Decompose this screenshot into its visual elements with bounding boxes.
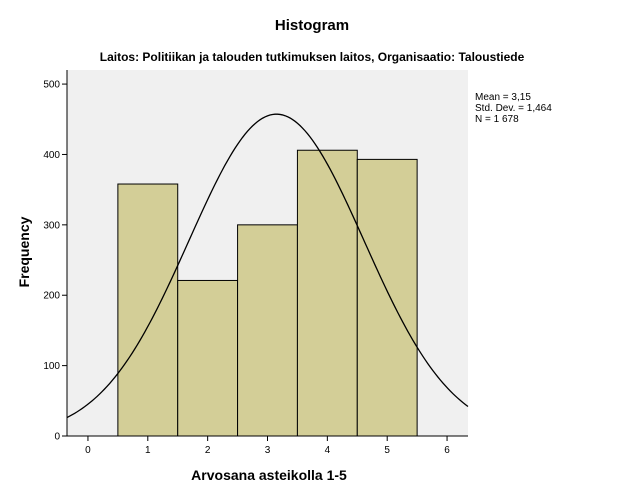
stats-line-1: Mean = 3,15 bbox=[475, 92, 531, 103]
y-axis-label: Frequency bbox=[16, 216, 32, 287]
normal-curve bbox=[66, 113, 469, 419]
chart-subtitle: Laitos: Politiikan ja talouden tutkimuks… bbox=[100, 50, 525, 64]
y-tick-label-500: 500 bbox=[43, 80, 60, 91]
x-tick-label-3: 3 bbox=[265, 445, 271, 456]
stats-line-3: N = 1 678 bbox=[475, 114, 519, 125]
y-tick-label-100: 100 bbox=[43, 361, 60, 372]
stats-line-2: Std. Dev. = 1,464 bbox=[475, 103, 552, 114]
x-tick-label-1: 1 bbox=[145, 445, 151, 456]
x-tick-label-4: 4 bbox=[325, 445, 331, 456]
x-tick-label-2: 2 bbox=[205, 445, 211, 456]
y-tick-label-0: 0 bbox=[54, 432, 60, 443]
y-tick-label-400: 400 bbox=[43, 150, 60, 161]
y-tick-label-300: 300 bbox=[43, 220, 60, 231]
x-tick-label-0: 0 bbox=[85, 445, 91, 456]
x-axis-label: Arvosana asteikolla 1-5 bbox=[191, 467, 347, 483]
bar-4 bbox=[296, 149, 358, 437]
x-tick-label-6: 6 bbox=[444, 445, 450, 456]
bar-1 bbox=[117, 183, 179, 437]
chart-title: Histogram bbox=[275, 17, 349, 34]
bar-3 bbox=[237, 224, 298, 437]
x-tick-label-5: 5 bbox=[384, 445, 390, 456]
bar-5 bbox=[356, 158, 418, 437]
bar-2 bbox=[177, 279, 239, 437]
y-tick-label-200: 200 bbox=[43, 291, 60, 302]
